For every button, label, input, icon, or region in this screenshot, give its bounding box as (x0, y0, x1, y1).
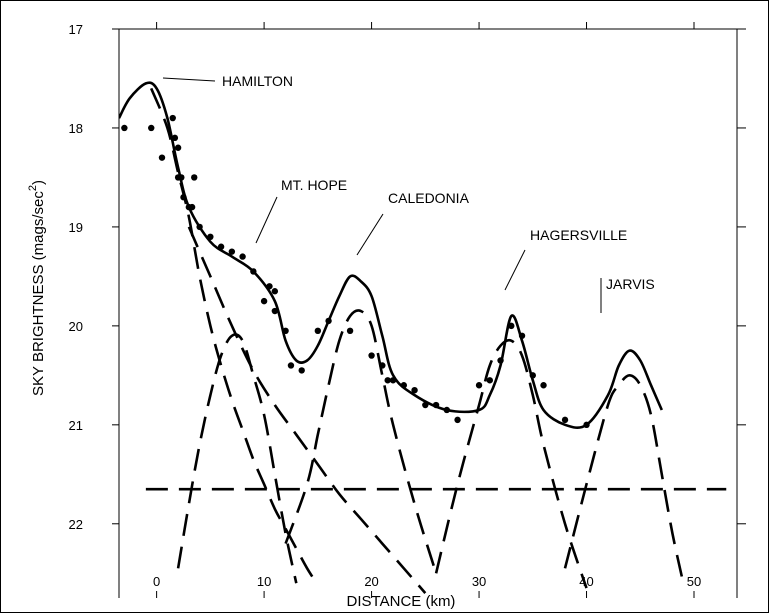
data-point (454, 416, 461, 424)
annotation-leader (356, 213, 384, 256)
data-point (400, 382, 408, 389)
data-point (266, 283, 273, 290)
data-point (298, 367, 305, 374)
component-line-6 (563, 373, 685, 584)
data-point (180, 194, 187, 201)
data-point (158, 154, 166, 161)
data-point (250, 268, 257, 275)
data-point (207, 233, 214, 241)
annotation-label: JARVIS (606, 276, 655, 292)
y-tick-label: 17 (69, 22, 83, 37)
data-point (411, 386, 418, 394)
data-point (518, 332, 526, 339)
y-tick-label: 21 (69, 418, 83, 433)
y-axis-label-main: SKY BRIGHTNESS (mags/sec (30, 191, 47, 396)
component-line-4 (284, 309, 438, 574)
model-total-line (119, 81, 663, 429)
data-point (432, 401, 440, 409)
data-point (508, 322, 515, 330)
data-point (196, 223, 203, 231)
data-point (228, 248, 236, 255)
data-point (561, 416, 569, 424)
annotation-label: HAGERSVILLE (530, 227, 627, 243)
data-point (148, 124, 155, 132)
data-point (178, 174, 185, 181)
component-line-5 (434, 338, 588, 589)
annotations-layer: HAMILTON MT. HOPE CALEDONIA HAGERSVILLE JARV… (162, 73, 655, 313)
data-point (282, 327, 289, 335)
x-tick-label: 0 (153, 574, 160, 589)
data-point (121, 124, 128, 132)
y-tick-label: 19 (69, 220, 83, 235)
x-tick-label: 10 (257, 574, 271, 589)
data-point (389, 377, 397, 384)
data-point (486, 377, 493, 384)
data-point (171, 134, 179, 142)
x-tick-label: 50 (687, 574, 701, 589)
data-point (287, 362, 295, 369)
x-tick-label: 20 (364, 574, 378, 589)
measured-points (121, 114, 590, 429)
annotation-leader (504, 249, 526, 291)
series-layer (119, 81, 727, 594)
axes-box (118, 28, 738, 598)
data-point (540, 382, 547, 389)
data-point (260, 297, 268, 305)
y-tick-label: 18 (69, 121, 83, 136)
annotation-label: HAMILTON (222, 73, 293, 89)
y-axis-label-close: ) (30, 180, 47, 185)
data-point (529, 372, 536, 379)
data-point (174, 144, 182, 151)
x-tick-label: 40 (579, 574, 593, 589)
data-point (379, 362, 386, 369)
component-line-3 (176, 333, 298, 584)
x-tick-label: 30 (472, 574, 486, 589)
data-point (384, 377, 391, 384)
data-point (368, 352, 375, 359)
data-point (271, 288, 279, 295)
annotation-label: CALEDONIA (388, 190, 470, 206)
data-point (217, 243, 225, 250)
y-axis-label: SKY BRIGHTNESS (mags/sec2) (27, 180, 47, 396)
data-point (422, 401, 429, 409)
data-point (346, 327, 354, 335)
data-point (497, 357, 504, 364)
annotation-leader (255, 196, 278, 244)
component-line-2 (187, 226, 427, 594)
data-point (169, 114, 176, 122)
data-point (191, 174, 198, 181)
data-point (475, 382, 483, 389)
data-point (188, 203, 196, 211)
x-axis-label: DISTANCE (km) (347, 593, 456, 610)
annotation-label: MT. HOPE (281, 177, 347, 193)
component-line-1 (149, 87, 319, 586)
data-point (271, 307, 279, 315)
y-axis-label-superscript: 2 (27, 185, 39, 191)
data-point (314, 327, 322, 335)
data-point (325, 317, 332, 325)
y-tick-label: 20 (69, 319, 83, 334)
data-point (239, 253, 246, 260)
y-tick-label: 22 (69, 517, 83, 532)
data-point (583, 421, 590, 429)
ticks-layer: 0 10 20 30 40 50 17 18 19 20 21 22 (69, 22, 746, 598)
data-point (443, 406, 451, 414)
annotation-leader (162, 77, 216, 82)
